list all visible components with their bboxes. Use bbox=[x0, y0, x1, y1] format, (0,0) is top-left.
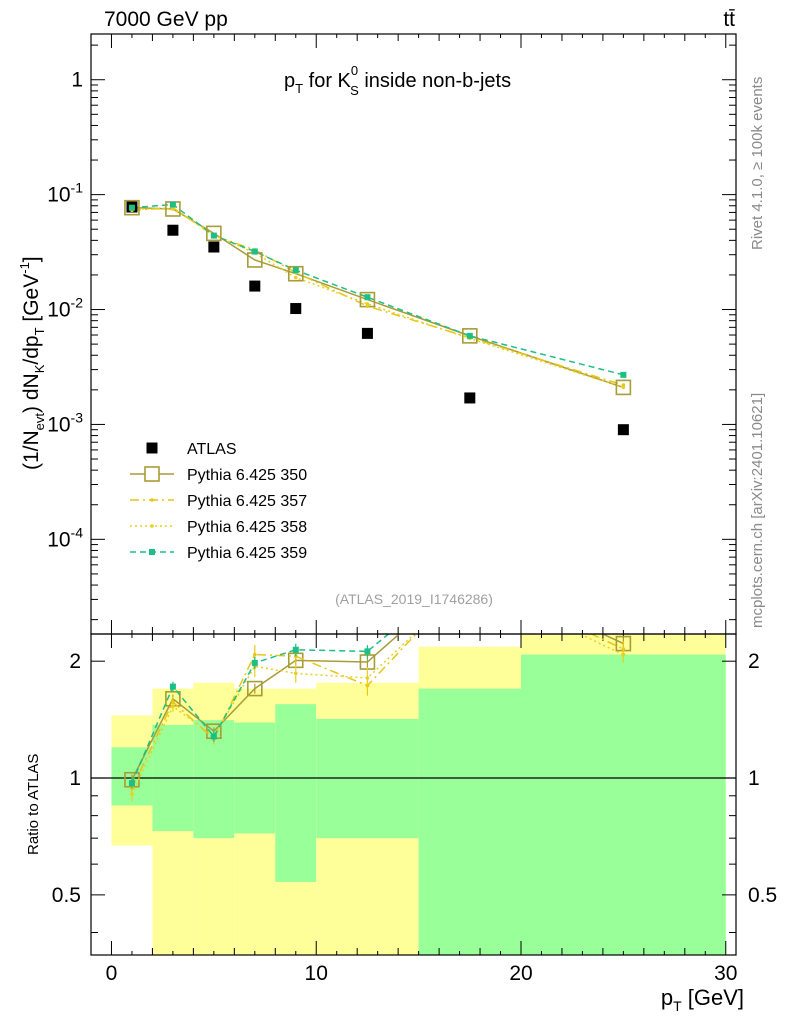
legend-label: ATLAS bbox=[187, 441, 237, 458]
pythia-359-marker bbox=[169, 201, 176, 208]
ratio-inner-band bbox=[275, 704, 317, 882]
main-y-tick-label: 10-3 bbox=[47, 409, 83, 436]
ratio-marker bbox=[293, 671, 298, 676]
ratio-marker-359 bbox=[128, 780, 135, 787]
ratio-uncertainty-bands bbox=[111, 634, 726, 955]
ratio-marker bbox=[621, 652, 626, 657]
atlas-data-point bbox=[464, 392, 476, 404]
ratio-marker bbox=[365, 676, 370, 680]
x-tick-label: 20 bbox=[509, 962, 532, 985]
ratio-marker bbox=[130, 792, 134, 796]
main-y-axis-label: (1/Nevt) dNK/dpT [GeV-1] bbox=[17, 256, 47, 470]
energy-label: 7000 GeV pp bbox=[104, 8, 228, 31]
ratio-marker bbox=[253, 652, 257, 657]
main-series-group bbox=[124, 199, 632, 436]
legend-marker bbox=[150, 524, 154, 528]
x-tick-label: 0 bbox=[106, 962, 118, 985]
atlas-data-point bbox=[617, 424, 629, 436]
main-y-tick-label: 1 bbox=[71, 69, 83, 92]
pythia-350-marker bbox=[462, 328, 478, 344]
ratio-y-tick-label-right: 2 bbox=[748, 650, 760, 673]
ratio-series-group bbox=[124, 564, 632, 802]
main-y-tick-label: 10-4 bbox=[47, 524, 83, 551]
main-series-line bbox=[131, 206, 624, 389]
main-series-line bbox=[131, 208, 624, 389]
ratio-panel-frame bbox=[90, 633, 737, 956]
pythia-359-marker bbox=[292, 267, 299, 274]
ratio-y-tick-label-right: 0.5 bbox=[748, 884, 777, 907]
ratio-marker-359 bbox=[251, 659, 258, 666]
main-series-line bbox=[131, 203, 624, 376]
ratio-marker-359 bbox=[292, 646, 299, 653]
legend-label: Pythia 6.425 358 bbox=[187, 519, 307, 536]
pythia-350-marker bbox=[206, 225, 222, 242]
ratio-y-axis-label: Ratio to ATLAS bbox=[25, 754, 42, 855]
analysis-id-label: (ATLAS_2019_I1746286) bbox=[335, 591, 493, 607]
main-y-tick-label: 10-1 bbox=[47, 180, 83, 207]
atlas-data-point bbox=[167, 224, 179, 236]
plot-title: pT for K0 S inside non-b-jets bbox=[284, 63, 511, 98]
legend-marker bbox=[150, 498, 154, 502]
ratio-marker bbox=[468, 575, 472, 579]
ratio-y-tick-label: 1 bbox=[69, 767, 81, 790]
process-label: tt̄ bbox=[723, 8, 735, 31]
ratio-marker-359 bbox=[210, 733, 217, 740]
pythia-359-marker bbox=[364, 294, 371, 301]
mcplots-label: mcplots.cern.ch [arXiv:2401.10621] bbox=[749, 393, 766, 628]
ratio-series-line bbox=[131, 634, 624, 795]
main-series-line bbox=[131, 206, 624, 386]
pythia-350-marker bbox=[124, 199, 140, 216]
legend-label: Pythia 6.425 359 bbox=[187, 545, 307, 562]
ratio-marker-350 bbox=[463, 565, 477, 579]
main-panel-frame bbox=[90, 33, 737, 635]
ratio-axis-ticks: 0.5 0.51 12 20 10 20 30 bbox=[52, 634, 777, 985]
ratio-inner-band bbox=[521, 654, 726, 955]
atlas-data-point bbox=[361, 327, 373, 339]
pythia-359-marker bbox=[620, 371, 627, 378]
ratio-marker-359 bbox=[169, 683, 176, 690]
pythia-marker bbox=[621, 385, 626, 390]
pythia-marker bbox=[365, 302, 370, 306]
pythia-marker bbox=[171, 207, 175, 211]
main-y-tick-label: 10-2 bbox=[47, 295, 83, 322]
pythia-350-marker bbox=[287, 265, 304, 282]
legend-atlas-marker bbox=[146, 442, 158, 454]
ratio-y-tick-label-right: 1 bbox=[748, 767, 760, 790]
ratio-series-line bbox=[131, 634, 390, 784]
legend-label: Pythia 6.425 350 bbox=[187, 467, 307, 484]
ratio-y-tick-label: 0.5 bbox=[52, 884, 81, 907]
legend-marker-359 bbox=[149, 549, 155, 555]
ratio-marker bbox=[171, 704, 175, 709]
atlas-data-point bbox=[208, 241, 220, 253]
ratio-marker-350 bbox=[247, 680, 263, 697]
atlas-data-point bbox=[249, 280, 261, 292]
legend-marker-350 bbox=[144, 466, 160, 482]
legend-label: Pythia 6.425 357 bbox=[187, 493, 307, 510]
ratio-marker bbox=[468, 580, 472, 584]
x-tick-label: 10 bbox=[305, 962, 328, 985]
pythia-marker bbox=[293, 275, 298, 280]
legend: ATLAS Pythia 6.425 350 Pythia 6.425 357 Pyt… bbox=[130, 441, 307, 562]
x-axis-label: pT [GeV] bbox=[661, 985, 744, 1014]
pythia-359-marker bbox=[466, 332, 473, 339]
ratio-marker-359 bbox=[467, 564, 473, 570]
ratio-inner-band bbox=[418, 688, 521, 955]
atlas-data-point bbox=[290, 303, 302, 315]
main-axis-ticks: 1 10-1 10-2 10-3 10-4 bbox=[47, 34, 736, 634]
ratio-y-tick-label: 2 bbox=[69, 650, 81, 673]
pythia-350-marker bbox=[615, 379, 632, 396]
pythia-359-marker bbox=[128, 204, 135, 211]
rivet-version-label: Rivet 4.1.0, ≥ 100k events bbox=[749, 77, 766, 250]
ratio-marker-359 bbox=[620, 621, 626, 627]
x-tick-label: 30 bbox=[714, 962, 737, 985]
ratio-marker-359 bbox=[364, 648, 371, 655]
pythia-359-marker bbox=[210, 232, 217, 239]
pythia-359-marker bbox=[251, 248, 258, 255]
